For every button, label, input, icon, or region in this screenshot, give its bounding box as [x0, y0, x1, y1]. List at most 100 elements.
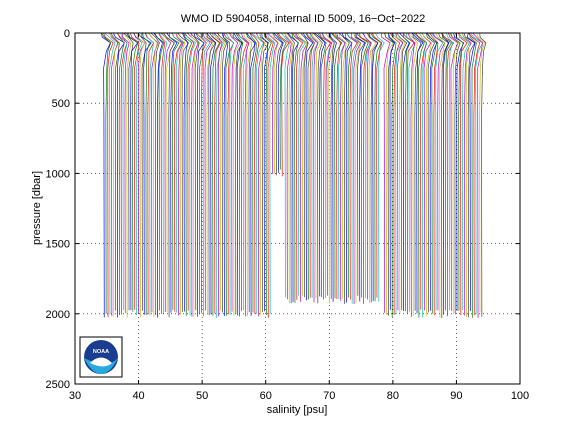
profile-line: [325, 32, 335, 304]
profile-line: [458, 32, 468, 316]
profile-line: [463, 32, 476, 318]
x-tick-label: 30: [69, 390, 81, 402]
profile-line: [116, 32, 128, 315]
profile-line: [470, 32, 484, 315]
profile-line: [407, 32, 416, 317]
profile-line: [223, 32, 235, 315]
profile-line: [476, 32, 485, 313]
profile-line: [375, 32, 385, 302]
profile-line: [291, 32, 304, 300]
profile-line: [228, 32, 239, 312]
profile-line: [359, 32, 372, 304]
profile-line: [334, 32, 346, 300]
profile-line: [256, 32, 266, 315]
profile-line: [418, 32, 428, 318]
profile-line: [240, 32, 250, 317]
profile-line: [213, 32, 223, 317]
profile-line: [235, 32, 244, 317]
profile-line: [209, 32, 221, 316]
noaa-logo: NOAA: [79, 336, 123, 378]
profile-line: [146, 32, 154, 316]
x-tick-label: 80: [387, 390, 399, 402]
plot-frame: [74, 32, 521, 385]
profile-line: [243, 32, 253, 317]
profile-line: [353, 32, 362, 304]
profile-line: [175, 32, 184, 316]
profile-line: [263, 32, 274, 318]
profile-line: [421, 32, 432, 311]
profile-line: [453, 32, 465, 311]
profile-line: [346, 32, 358, 300]
profile-line: [245, 32, 257, 313]
profile-line: [233, 32, 243, 316]
profile-line: [218, 32, 226, 311]
profile-line: [163, 32, 175, 318]
profile-line: [306, 32, 315, 298]
profile-line: [147, 32, 158, 317]
profile-line: [232, 32, 243, 314]
chart-title: WMO ID 5904058, internal ID 5009, 16−Oct…: [181, 13, 426, 25]
profile-line: [338, 32, 350, 304]
profile-line: [291, 32, 299, 303]
profile-line: [370, 32, 382, 302]
y-tick-label: 2000: [46, 309, 70, 321]
x-tick-label: 40: [132, 390, 144, 402]
profile-line: [175, 32, 186, 315]
profile-line: [127, 32, 139, 312]
profile-line: [190, 32, 200, 311]
profile-line: [273, 32, 284, 173]
profile-lines: [101, 32, 487, 319]
y-tick-label: 1500: [46, 239, 70, 251]
y-axis-ticks: 0 500 1000 1500 2000 2500: [46, 28, 520, 391]
x-tick-label: 70: [323, 390, 335, 402]
profile-line: [249, 32, 260, 314]
profile-line: [441, 32, 452, 311]
profile-line: [117, 32, 125, 316]
profile-line: [195, 32, 207, 313]
x-tick-label: 90: [450, 390, 462, 402]
profile-line: [267, 32, 279, 175]
profile-line: [144, 32, 155, 315]
profile-line: [133, 32, 143, 315]
profile-line: [277, 32, 290, 177]
profile-line: [350, 32, 362, 304]
profile-line: [122, 32, 132, 318]
profile-line: [225, 32, 234, 315]
profile-line: [302, 32, 314, 301]
profile-line: [369, 32, 379, 301]
profile-line: [121, 32, 130, 313]
profile-line: [104, 32, 116, 315]
profile-line: [305, 32, 315, 300]
profile-line: [336, 32, 346, 301]
profile-line: [321, 32, 333, 299]
y-tick-label: 0: [64, 28, 70, 40]
profile-line: [468, 32, 481, 316]
profile-line: [445, 32, 454, 310]
x-tick-label: 100: [511, 390, 529, 402]
profile-line: [136, 32, 145, 317]
x-tick-label: 60: [260, 390, 272, 402]
profile-line: [330, 32, 337, 302]
profile-line: [266, 32, 276, 314]
profile-line: [394, 32, 406, 314]
noaa-logo-text: NOAA: [93, 349, 109, 355]
profile-line: [183, 32, 193, 316]
profile-line: [438, 32, 449, 318]
profile-line: [426, 32, 437, 314]
profile-line: [309, 32, 319, 298]
profile-line: [133, 32, 146, 314]
profile-line: [206, 32, 217, 315]
profile-line: [190, 32, 200, 317]
profile-line: [110, 32, 120, 311]
profile-line: [130, 32, 140, 310]
profile-line: [126, 32, 139, 311]
profile-line: [450, 32, 461, 313]
profile-line: [202, 32, 213, 311]
profile-line: [311, 32, 321, 298]
profile-line: [295, 32, 309, 302]
profile-line: [286, 32, 295, 304]
profile-line: [108, 32, 120, 317]
profile-line: [309, 32, 319, 303]
